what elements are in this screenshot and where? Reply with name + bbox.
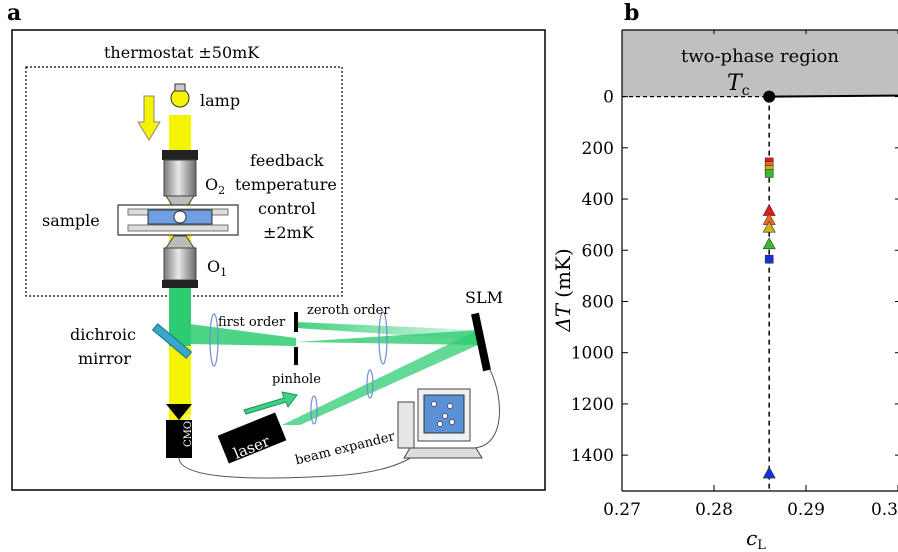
data-point-triangle (762, 466, 776, 479)
sample-stage (117, 204, 239, 236)
lamp-label: lamp (200, 91, 240, 110)
phase-boundary-solid (769, 94, 898, 98)
y-tick-label: 1400 (571, 446, 614, 466)
laser-arrow-icon (243, 391, 298, 415)
sample-label: sample (42, 211, 100, 230)
x-tick-label: 0.3 (871, 500, 898, 520)
o1-label: O (207, 257, 220, 276)
feedback-line-3: control (258, 199, 316, 218)
y-tick-label: 600 (582, 241, 614, 261)
green-axis-beam (169, 286, 191, 346)
two-phase-region (622, 30, 898, 97)
lens-4 (310, 395, 318, 425)
cmos-label: CMOS (183, 414, 194, 447)
x-axis-label: c (746, 526, 757, 550)
data-point-triangle (762, 237, 776, 250)
two-phase-region-label: two-phase region (681, 46, 839, 67)
objective-o1 (162, 235, 198, 288)
thermostat-box (25, 66, 343, 297)
o2-subscript: 2 (218, 184, 225, 197)
panel-b-label: b (624, 0, 640, 26)
cmos-arrow-icon (166, 404, 192, 420)
data-point-triangle (762, 220, 776, 233)
laser-body (217, 412, 287, 464)
x-tick-label: 0.28 (695, 500, 733, 520)
o1-subscript: 1 (220, 266, 227, 279)
y-tick-label: 400 (582, 190, 614, 210)
data-point-square (764, 254, 774, 264)
slm-cable (469, 369, 500, 449)
x-tick-label: 0.29 (787, 500, 825, 520)
y-axis-label: ΔT (551, 302, 575, 332)
x-axis-subscript: L (757, 538, 766, 552)
laser-beam-expanded (282, 330, 478, 425)
panel-a-label: a (7, 0, 22, 26)
dichroic-label-2: mirror (78, 349, 131, 368)
pinhole-label: pinhole (272, 372, 321, 387)
critical-point (763, 90, 776, 103)
pinhole-bottom (294, 347, 298, 365)
zeroth-order-label: zeroth order (307, 303, 390, 318)
x-tick-label: 0.27 (603, 500, 641, 520)
data-point-square (764, 169, 774, 178)
cmos-cable (178, 449, 421, 479)
lens-3 (366, 369, 374, 399)
y-tick-label: 0 (603, 88, 614, 108)
feedback-line-4: ±2mK (263, 223, 315, 242)
svg-text:O2: O2 (205, 175, 225, 197)
svg-text:cL: cL (746, 526, 766, 552)
pinhole-top (294, 312, 298, 332)
setup-diagram: thermostat ±50mK lamp O2 feedback temper… (11, 29, 546, 491)
y-axis-unit: (mK) (551, 248, 575, 298)
slm-label: SLM (465, 288, 503, 307)
illumination-arrow (137, 95, 161, 141)
thermostat-label: thermostat ±50mK (104, 43, 260, 62)
dichroic-mirror (151, 323, 193, 359)
y-tick-label: 1000 (571, 344, 614, 364)
first-order-label: first order (218, 315, 286, 330)
svg-text:ΔT(mK): ΔT (mK) (551, 248, 575, 332)
lens-1 (209, 313, 219, 367)
y-tick-label: 800 (582, 292, 614, 312)
tc-subscript: c (742, 83, 750, 99)
outer-frame (11, 29, 546, 491)
lamp-icon (170, 83, 190, 108)
computer-icon (397, 388, 483, 459)
y-tick-label: 1200 (571, 395, 614, 415)
o2-label: O (205, 175, 218, 194)
slm-device (471, 312, 491, 372)
lens-2 (378, 311, 388, 365)
tc-label: T (727, 71, 744, 96)
laser-beam-to-mirror (190, 324, 296, 346)
feedback-line-2: temperature (235, 175, 337, 194)
y-tick-label: 200 (582, 139, 614, 159)
feedback-line-1: feedback (250, 151, 324, 170)
svg-text:Tc: Tc (727, 71, 750, 99)
svg-text:O1: O1 (207, 257, 227, 279)
dichroic-label-1: dichroic (70, 325, 136, 344)
cmos-camera (166, 420, 192, 458)
